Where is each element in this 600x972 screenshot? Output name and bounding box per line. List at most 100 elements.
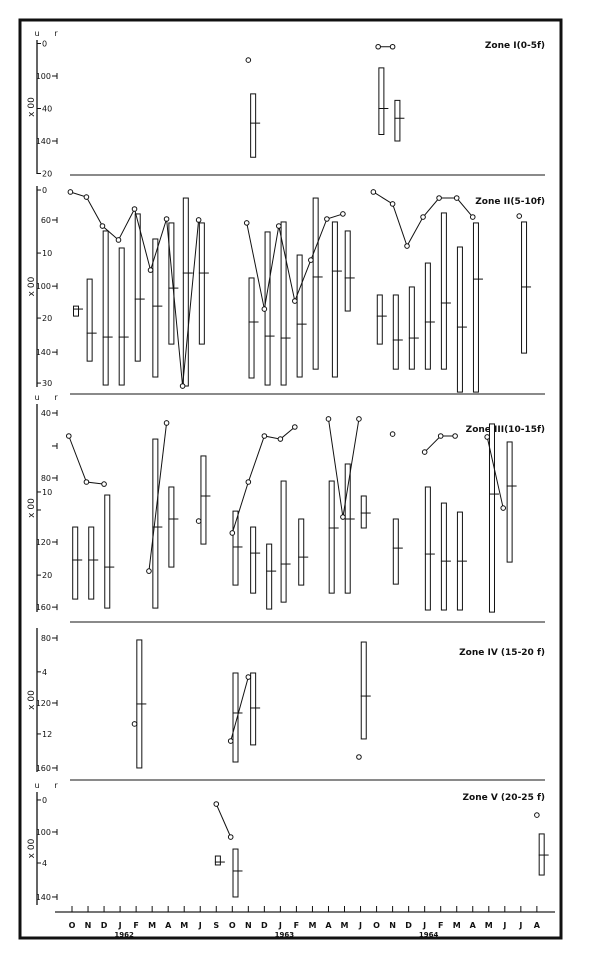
x-tick-label: N [389, 921, 396, 930]
range-bar [538, 833, 545, 876]
range-bar [296, 254, 303, 378]
year-label: 1964 [419, 931, 439, 939]
data-point [420, 214, 426, 220]
tick-label: 30 [42, 379, 52, 388]
data-point [227, 738, 234, 744]
tick-label: 20 [42, 314, 52, 323]
data-point [534, 812, 540, 818]
x-tick-label: M [180, 921, 188, 930]
data-point [277, 436, 284, 442]
data-point [500, 505, 507, 511]
panel-zone-5: Zone V (20-25 f) x 00 u r0 100 4 140 [27, 781, 549, 905]
range-bar [250, 526, 257, 594]
panel-zone-2: Zone II(5-10f) x 00 0 60 10 100 20 140 30 [27, 186, 545, 395]
range-bar [152, 438, 159, 609]
r-axis-name: r [54, 29, 58, 38]
range-bar [488, 423, 495, 613]
tick-label: 4 [42, 859, 47, 868]
r-axis-name: r [54, 393, 58, 402]
data-point [340, 211, 346, 217]
data-point [516, 213, 523, 219]
x-tick-label: O [69, 921, 76, 930]
range-bar [200, 455, 207, 545]
data-point [131, 721, 138, 727]
range-bar [250, 93, 257, 158]
data-point [243, 220, 250, 226]
tick-label: 0 [42, 40, 47, 49]
tick-label: 12 [42, 730, 52, 739]
x-tick-label: F [294, 921, 299, 930]
x-tick-label: J [518, 921, 522, 930]
point-series-line [486, 436, 504, 509]
data-point [484, 434, 490, 440]
range-bar [376, 294, 383, 345]
panel-zone-3: Zone III(10-15f) x 00 u r40 80 10 120 20 160 [27, 393, 545, 623]
data-point [229, 530, 236, 536]
data-point [195, 518, 202, 524]
x-tick-label: J [358, 921, 362, 930]
x-tick-label: A [470, 921, 477, 930]
panel-zone-1: Zone I(0-5f) x 00 u r0 100 40 140 20 [27, 29, 545, 179]
y-axis-label: x 00 [27, 276, 37, 296]
x-tick-label: O [229, 921, 236, 930]
tick-label: 60 [41, 216, 51, 225]
data-point [83, 194, 90, 200]
range-bar [72, 526, 79, 600]
data-point [340, 514, 346, 520]
u-axis-name: u [34, 29, 39, 38]
range-bar [250, 672, 257, 746]
range-bar [360, 641, 367, 740]
data-point [356, 754, 362, 760]
r-axis-name: r [54, 781, 58, 790]
point-series-line [148, 422, 168, 572]
y-axis-label: x 00 [27, 838, 37, 858]
figure-frame [18, 18, 563, 940]
point-series-line [215, 803, 232, 838]
tick-label: 140 [36, 348, 51, 357]
data-point [245, 479, 252, 485]
range-bar [280, 480, 287, 603]
tick-label: 0 [42, 186, 47, 195]
range-bar [506, 441, 513, 563]
tick-label: 40 [42, 105, 52, 114]
data-point [147, 267, 154, 273]
data-point [83, 479, 90, 485]
range-bar [344, 463, 351, 594]
data-point [356, 416, 362, 422]
x-tick-label: J [198, 921, 202, 930]
range-bar [312, 197, 319, 370]
range-bar [298, 518, 305, 586]
x-tick-label: S [213, 921, 219, 930]
range-bar [344, 230, 351, 312]
data-point [389, 201, 396, 207]
tick-label: 10 [42, 249, 52, 258]
tick-label: 160 [36, 603, 51, 612]
data-point [375, 43, 381, 50]
range-bar [168, 222, 175, 345]
tick-label: 120 [36, 538, 51, 547]
data-point [179, 383, 186, 389]
x-tick-label: M [485, 921, 493, 930]
data-point [389, 43, 396, 50]
zone-title: Zone I(0-5f) [485, 41, 545, 51]
range-bar [280, 221, 287, 386]
range-bar [168, 486, 175, 568]
data-point [261, 306, 268, 312]
u-axis-name: u [34, 393, 39, 402]
data-point [437, 433, 444, 439]
tick-label: 10 [42, 488, 52, 497]
tick-label: 140 [36, 893, 51, 902]
range-bar [408, 286, 415, 370]
data-point [115, 237, 122, 243]
range-bar [152, 238, 159, 378]
tick-label: 100 [36, 72, 51, 81]
point-series-line [230, 676, 249, 742]
data-point [292, 424, 298, 430]
zone-title: Zone II(5-10f) [475, 197, 545, 207]
tick-label: 20 [42, 170, 52, 179]
range-bar [232, 510, 239, 586]
data-point [65, 433, 72, 439]
tick-label: 40 [41, 409, 51, 418]
range-bar [392, 518, 399, 585]
